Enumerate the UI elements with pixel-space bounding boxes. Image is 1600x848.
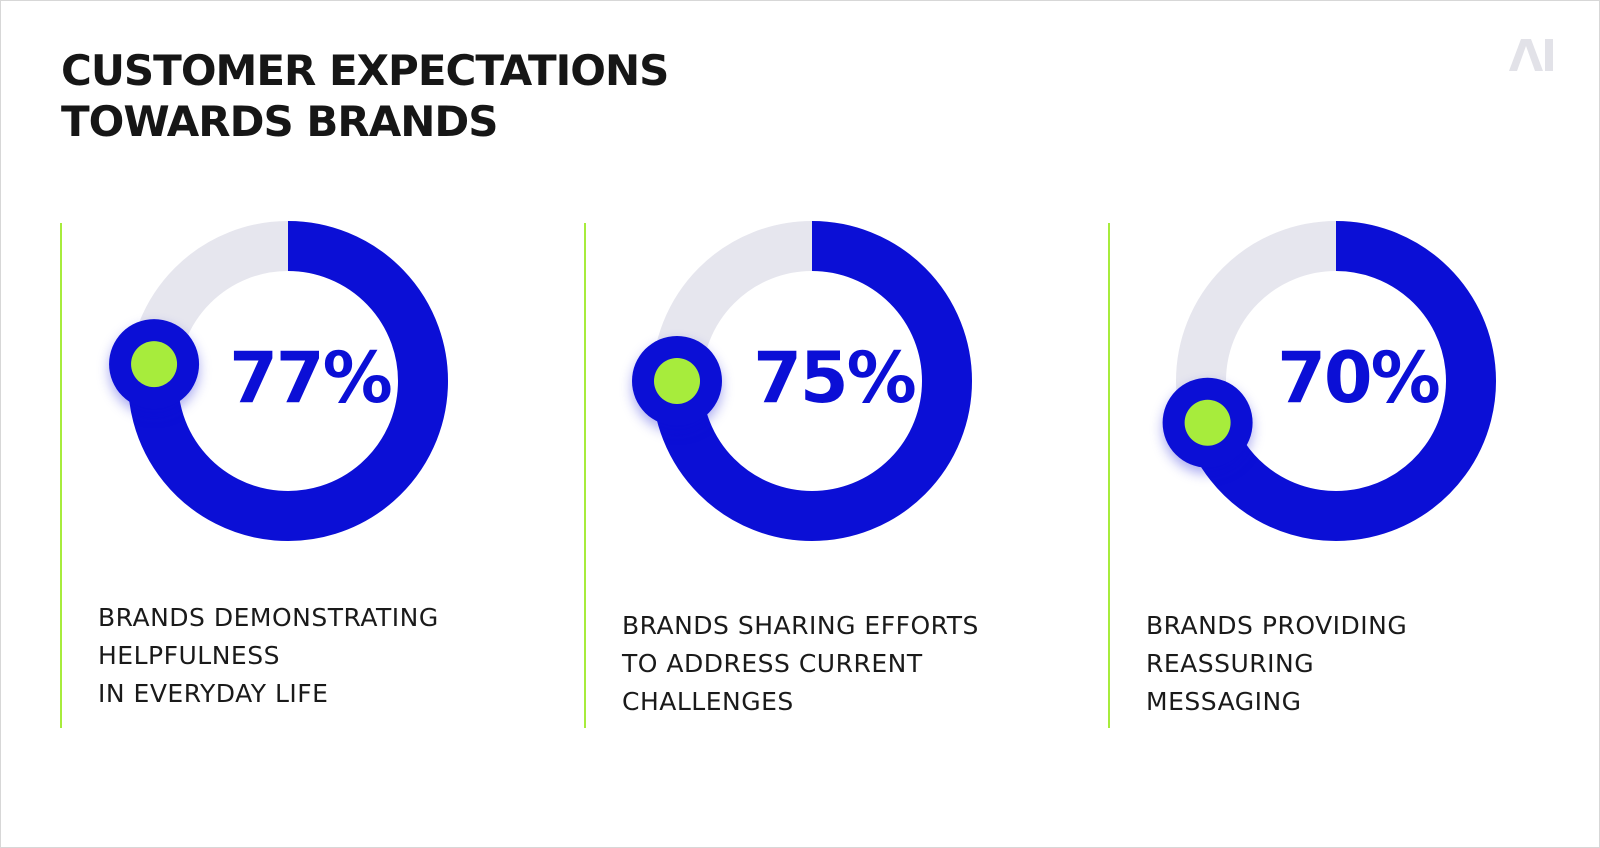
stat-panel-1: 77% BRANDS DEMONSTRATING HELPFULNESS IN … xyxy=(60,221,560,728)
title-line-1: CUSTOMER EXPECTATIONS xyxy=(61,46,669,95)
donut-chart-1: 77% xyxy=(109,221,448,541)
stat-label-2-line-3: CHALLENGES xyxy=(622,687,794,716)
stat-label-3-line-1: BRANDS PROVIDING xyxy=(1146,611,1408,640)
percent-label-2: 75% xyxy=(753,337,915,419)
donut-chart-2: 75% xyxy=(632,221,972,541)
marker-dot-1 xyxy=(131,341,178,388)
stat-label-1-line-3: IN EVERYDAY LIFE xyxy=(98,679,329,708)
panel-divider-3 xyxy=(1108,223,1110,728)
donut-arc-3 xyxy=(1183,221,1496,541)
stat-label-2: BRANDS SHARING EFFORTS TO ADDRESS CURREN… xyxy=(622,607,1082,721)
percent-label-1: 77% xyxy=(229,337,391,419)
stat-label-1-line-1: BRANDS DEMONSTRATING xyxy=(98,603,439,632)
donut-chart-3: 70% xyxy=(1162,221,1496,541)
stat-panel-2: 75% BRANDS SHARING EFFORTS TO ADDRESS CU… xyxy=(584,221,1084,728)
stat-panel-3: 70% BRANDS PROVIDING REASSURING MESSAGIN… xyxy=(1108,221,1600,728)
percent-label-3: 70% xyxy=(1277,337,1439,419)
panel-divider-2 xyxy=(584,223,586,728)
stat-label-3: BRANDS PROVIDING REASSURING MESSAGING xyxy=(1146,607,1600,721)
title-line-2: TOWARDS BRANDS xyxy=(61,97,499,146)
panel-divider-1 xyxy=(60,223,62,728)
donut-arc-2 xyxy=(652,221,972,541)
stat-label-1: BRANDS DEMONSTRATING HELPFULNESS IN EVER… xyxy=(98,599,558,713)
brand-logo-icon: AI xyxy=(1509,39,1553,71)
stat-label-2-line-2: TO ADDRESS CURRENT xyxy=(622,649,923,678)
marker-dot-3 xyxy=(1184,399,1231,446)
donut-arc-1 xyxy=(128,221,448,541)
marker-dot-2 xyxy=(654,358,700,404)
stat-label-2-line-1: BRANDS SHARING EFFORTS xyxy=(622,611,979,640)
stat-label-1-line-2: HELPFULNESS xyxy=(98,641,280,670)
page-title: CUSTOMER EXPECTATIONS TOWARDS BRANDS xyxy=(61,45,669,147)
stat-label-3-line-2: REASSURING xyxy=(1146,649,1315,678)
stat-label-3-line-3: MESSAGING xyxy=(1146,687,1302,716)
